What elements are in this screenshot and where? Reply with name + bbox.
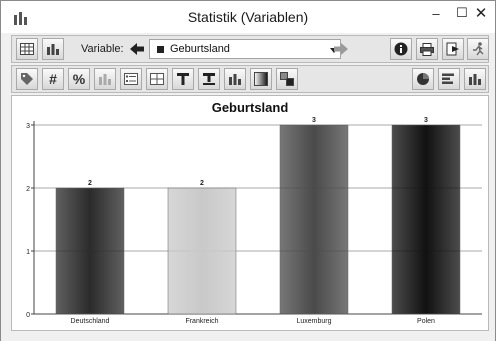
variable-toolbar: Variable: Geburtsland (11, 35, 489, 63)
percent-icon: % (72, 71, 86, 87)
absolute-values-button[interactable]: # (42, 68, 64, 90)
window-title: Statistik (Variablen) (187, 9, 309, 25)
export-icon (446, 42, 459, 56)
vertical-bar-button[interactable] (464, 68, 486, 90)
gradient-button[interactable] (250, 68, 272, 90)
list-icon (124, 73, 138, 85)
chart-view-icon (47, 44, 59, 55)
horizontal-bar-button[interactable] (438, 68, 460, 90)
bar (55, 187, 125, 315)
x-tick-label: Luxemburg (296, 318, 331, 325)
subtitle-button[interactable] (198, 68, 220, 90)
colors-button[interactable] (276, 68, 298, 90)
y-tick-label: 1 (26, 249, 30, 256)
run-button[interactable] (467, 38, 489, 60)
title-underline-icon (203, 73, 215, 85)
table-view-icon (20, 43, 34, 55)
title-bar: Statistik (Variablen) – ☐ ✕ (1, 1, 495, 33)
x-tick-label: Polen (417, 318, 435, 325)
variable-label: Variable: (81, 43, 124, 55)
hash-icon: # (49, 71, 57, 87)
x-tick-label: Deutschland (71, 318, 110, 325)
data-label: 2 (200, 180, 204, 187)
print-icon (420, 42, 434, 56)
tag-icon (21, 73, 33, 85)
bar-chart-icon (99, 74, 111, 85)
bar (167, 187, 237, 315)
y-tick-label: 3 (26, 123, 30, 130)
variable-swatch (157, 45, 164, 53)
x-tick-label: Frankreich (185, 318, 218, 325)
title-icon (177, 73, 189, 85)
grid-icon (150, 73, 164, 85)
chart-title: Geburtsland (211, 100, 289, 115)
minimize-button[interactable]: – (432, 5, 440, 21)
title-button[interactable] (172, 68, 194, 90)
y-tick-label: 2 (26, 186, 30, 193)
print-button[interactable] (416, 38, 438, 60)
y-tick-label: 0 (26, 312, 30, 319)
close-button[interactable]: ✕ (468, 1, 494, 25)
status-bar (1, 332, 495, 341)
pie-chart-button[interactable] (412, 68, 434, 90)
info-icon (394, 42, 408, 56)
previous-variable-icon (130, 43, 144, 55)
bar-chart-icon (229, 74, 241, 85)
data-label: 3 (312, 117, 316, 124)
variable-dropdown[interactable]: Geburtsland (149, 39, 341, 59)
vertical-bars-icon (469, 74, 481, 85)
previous-variable-button[interactable] (129, 41, 145, 57)
percent-values-button[interactable]: % (68, 68, 90, 90)
labels-button[interactable] (16, 68, 38, 90)
chart-panel: Geburtsland 0 1 2 3 2 Deutschland 2 Frankreich 3… (11, 95, 489, 331)
info-button[interactable] (390, 38, 412, 60)
bar-chart-icon (13, 11, 29, 25)
table-view-button[interactable] (16, 38, 38, 60)
bar (279, 124, 349, 315)
bar-style-button[interactable] (94, 68, 116, 90)
horizontal-bars-icon (442, 73, 454, 84)
next-variable-icon (334, 43, 348, 55)
variable-dropdown-value: Geburtsland (170, 43, 230, 55)
run-icon (473, 42, 484, 56)
bar (391, 124, 461, 315)
maximize-button[interactable]: ☐ (456, 5, 468, 20)
next-variable-button[interactable] (333, 41, 349, 57)
gridlines-button[interactable] (146, 68, 168, 90)
gradient-icon (254, 72, 268, 86)
legend-button[interactable] (120, 68, 142, 90)
chart-view-button[interactable] (42, 38, 64, 60)
export-button[interactable] (442, 38, 464, 60)
data-label: 2 (88, 180, 92, 187)
format-toolbar: # % (11, 65, 489, 93)
pie-icon (417, 73, 429, 85)
color-blocks-icon (280, 72, 294, 86)
bar-chart: 0 1 2 3 2 Deutschland 2 Frankreich 3 Luxemburg 3 Po… (26, 117, 482, 325)
data-label: 3 (424, 117, 428, 124)
chart-type-button[interactable] (224, 68, 246, 90)
